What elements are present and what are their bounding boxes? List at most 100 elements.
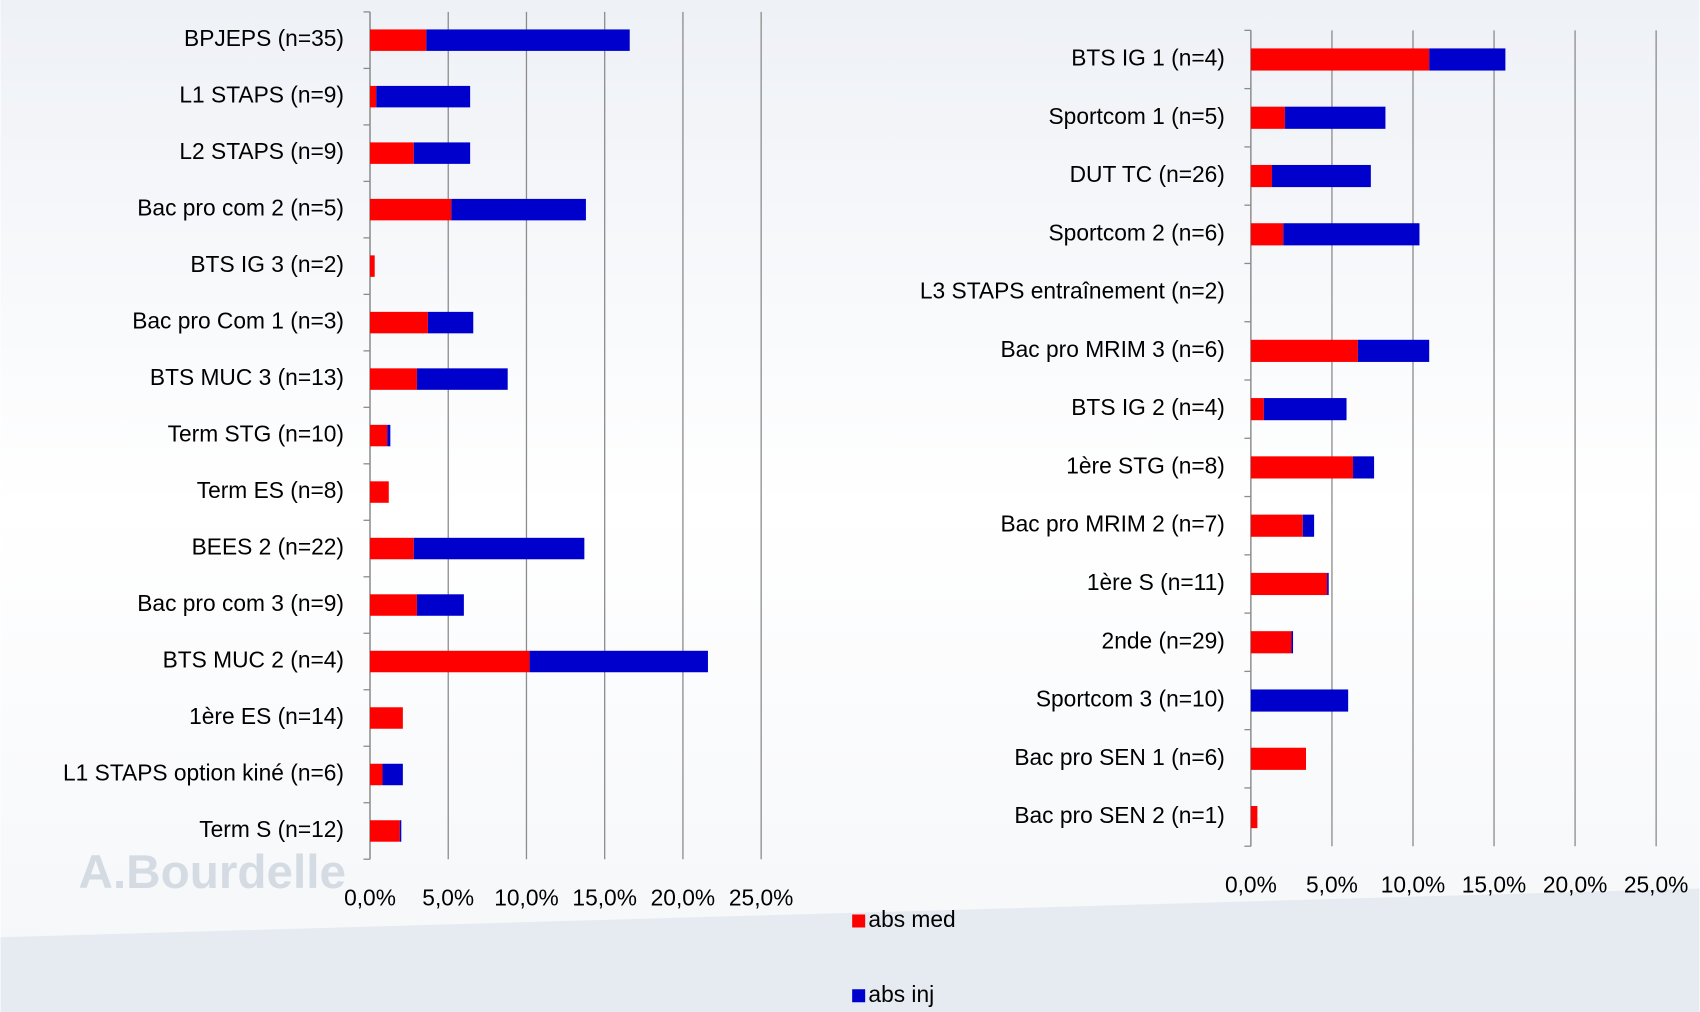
x-tick-label: 0,0% [344, 884, 396, 910]
x-tick-label: 10,0% [494, 884, 559, 910]
bar-segment [1250, 223, 1284, 246]
y-tick-label: Bac pro Com 1 (n=3) [132, 308, 344, 334]
bar-segment [1250, 398, 1264, 421]
legend-label: abs inj [868, 981, 934, 1007]
x-tick-label: 20,0% [651, 884, 716, 910]
x-tick-label: 15,0% [572, 884, 637, 910]
y-tick-label: L3 STAPS entraînement (n=2) [920, 278, 1225, 304]
bar-segment [413, 537, 585, 560]
bar-segment [370, 424, 388, 447]
bar-segment [1284, 106, 1386, 129]
y-tick-label: BTS MUC 2 (n=4) [163, 647, 344, 673]
bar-segment [370, 29, 427, 51]
bar-segment [416, 368, 508, 390]
y-tick-label: Term S (n=12) [199, 816, 344, 842]
bar-segment [370, 481, 389, 503]
chart: 0,0% 5,0% 10,0% 15,0% 20,0% 25,0% BPJEPS (n=35… [63, 11, 794, 910]
bar-segment [387, 424, 391, 447]
y-tick-label: Bac pro MRIM 3 (n=6) [1000, 336, 1224, 362]
bar-segment [1283, 223, 1420, 246]
y-tick-label: L1 STAPS (n=9) [179, 82, 344, 108]
bar-segment [1250, 689, 1349, 712]
bar-segment [1250, 164, 1272, 188]
bar-segment [370, 311, 428, 334]
y-tick-label: Sportcom 3 (n=10) [1036, 686, 1225, 712]
bar-segment [1357, 339, 1430, 362]
y-tick-label: Bac pro MRIM 2 (n=7) [1000, 511, 1224, 537]
y-tick-label: BTS MUC 3 (n=13) [150, 364, 344, 390]
y-tick-label: BTS IG 3 (n=2) [190, 251, 344, 277]
bar-segment [427, 311, 474, 334]
bar-segment [370, 198, 452, 221]
x-tick-label: 25,0% [1624, 871, 1689, 897]
bar-segment [1263, 398, 1347, 421]
y-tick-label: Sportcom 2 (n=6) [1049, 219, 1225, 245]
bar-segment [413, 142, 471, 164]
x-tick-label: 0,0% [1225, 871, 1277, 897]
bar-segment [370, 85, 377, 108]
bar-segment [1327, 572, 1329, 596]
watermark: A.Bourdelle [79, 846, 346, 899]
y-tick-label: BPJEPS (n=35) [184, 25, 344, 51]
legend: abs med abs inj [852, 906, 956, 1007]
y-tick-label: Bac pro com 2 (n=5) [137, 195, 344, 221]
y-tick-label: BEES 2 (n=22) [192, 534, 344, 560]
y-tick-label: Term ES (n=8) [197, 477, 344, 503]
bar-segment [1250, 631, 1292, 654]
y-tick-label: BTS IG 2 (n=4) [1071, 394, 1225, 420]
y-tick-label: BTS IG 1 (n=4) [1071, 44, 1225, 70]
y-tick-label: 1ère S (n=11) [1087, 569, 1225, 595]
bar-segment [1271, 164, 1371, 188]
bar-segment [376, 85, 471, 108]
bar-segment [1250, 806, 1258, 829]
bar-segment [370, 255, 375, 277]
charts: 0,0% 5,0% 10,0% 15,0% 20,0% 25,0% BPJEPS (n=35… [63, 11, 1689, 910]
bar-segment [1302, 514, 1315, 537]
x-tick-label: 20,0% [1543, 871, 1608, 897]
bar-segment [1250, 572, 1328, 596]
bar-segment [370, 368, 417, 390]
y-tick-label: 1ère STG (n=8) [1066, 452, 1225, 478]
x-tick-label: 5,0% [422, 884, 474, 910]
legend-swatch [852, 914, 866, 928]
bar-segment [451, 198, 586, 221]
bar-segment [1250, 514, 1303, 537]
bar-segment [1250, 106, 1285, 129]
chart: 0,0% 5,0% 10,0% 15,0% 20,0% 25,0% BTS IG 1 (n=… [920, 29, 1689, 897]
bar-segment [370, 650, 530, 673]
y-tick-label: L1 STAPS option kiné (n=6) [63, 760, 344, 786]
y-tick-label: Term STG (n=10) [168, 421, 344, 447]
legend-label: abs med [868, 906, 955, 932]
y-tick-label: 1ère ES (n=14) [189, 703, 344, 729]
bar-segment [1250, 339, 1358, 362]
y-tick-label: L2 STAPS (n=9) [179, 138, 344, 164]
bar-segment [416, 594, 464, 616]
bar-segment [370, 142, 414, 164]
bar-segment [1429, 48, 1506, 71]
x-tick-label: 5,0% [1306, 871, 1358, 897]
legend-swatch [852, 989, 866, 1003]
y-tick-label: DUT TC (n=26) [1070, 161, 1225, 187]
bar-segment [1353, 456, 1375, 479]
bar-segment [1291, 631, 1294, 654]
bar-segment [1250, 48, 1430, 71]
y-tick-label: Bac pro SEN 1 (n=6) [1014, 744, 1225, 770]
y-tick-label: 2nde (n=29) [1102, 627, 1225, 653]
y-tick-label: Bac pro SEN 2 (n=1) [1014, 802, 1225, 828]
bar-segment [370, 537, 414, 560]
bar-segment [399, 820, 402, 842]
bar-segment [370, 707, 403, 729]
bar-segment [529, 650, 708, 673]
bar-segment [382, 763, 403, 786]
y-tick-label: Bac pro com 3 (n=9) [137, 590, 344, 616]
bar-segment [370, 594, 417, 616]
x-tick-label: 10,0% [1381, 871, 1446, 897]
y-tick-label: Sportcom 1 (n=5) [1049, 103, 1225, 129]
x-tick-label: 25,0% [729, 884, 794, 910]
bar-segment [426, 29, 630, 51]
background-band [0, 888, 1700, 1012]
bar-segment [1250, 747, 1307, 770]
bar-segment [370, 763, 383, 786]
